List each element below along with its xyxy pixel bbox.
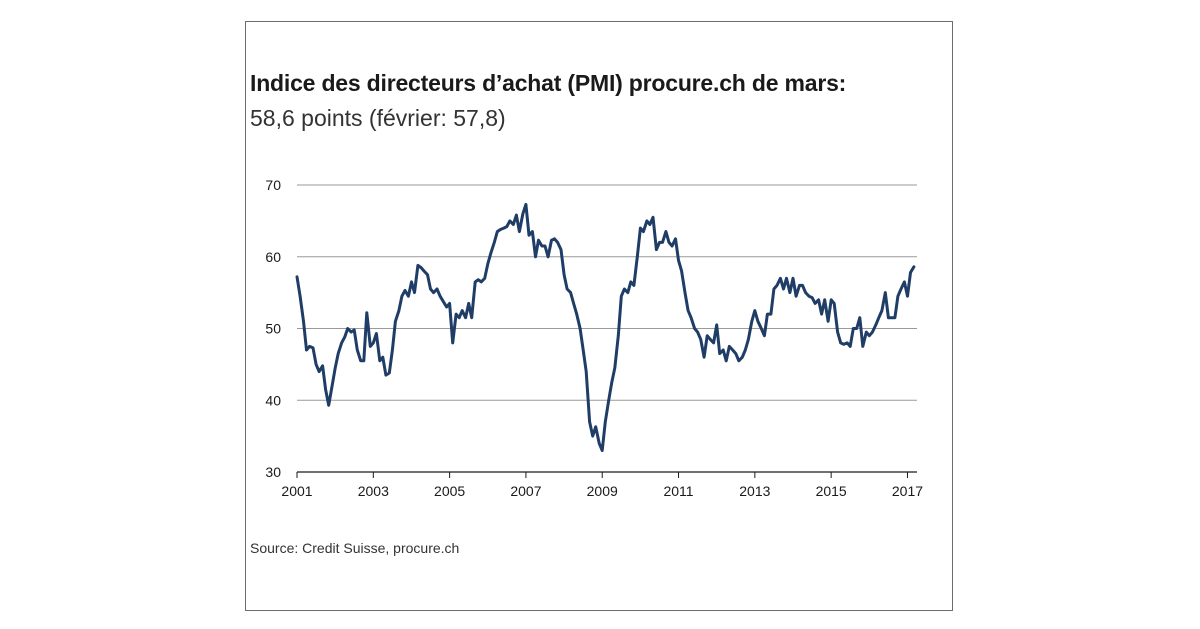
y-tick-label: 30 xyxy=(265,464,281,480)
x-tick-label: 2015 xyxy=(816,483,847,499)
series-line xyxy=(295,202,916,452)
x-tick-label: 2017 xyxy=(892,483,923,499)
chart-title: Indice des directeurs d’achat (PMI) proc… xyxy=(250,70,847,96)
y-tick-label: 40 xyxy=(265,392,281,408)
chart-frame: Indice des directeurs d’achat (PMI) proc… xyxy=(245,21,953,611)
x-tick-label: 2003 xyxy=(358,483,389,499)
y-tick-label: 70 xyxy=(265,177,281,193)
y-tick-label: 50 xyxy=(265,321,281,337)
x-tick-label: 2009 xyxy=(587,483,618,499)
chart-source: Source: Credit Suisse, procure.ch xyxy=(250,540,460,556)
y-tick-label: 60 xyxy=(265,249,281,265)
chart-subtitle: 58,6 points (février: 57,8) xyxy=(250,105,506,131)
chart-svg: 30 40 50 60 70 2001 2003 2005 2007 2009 2011 2013 20… xyxy=(265,177,923,499)
x-tick-label: 2013 xyxy=(739,483,770,499)
x-tick-label: 2005 xyxy=(434,483,465,499)
x-tick-label: 2001 xyxy=(281,483,312,499)
x-tick-label: 2007 xyxy=(510,483,541,499)
x-tick-label: 2011 xyxy=(663,483,693,499)
